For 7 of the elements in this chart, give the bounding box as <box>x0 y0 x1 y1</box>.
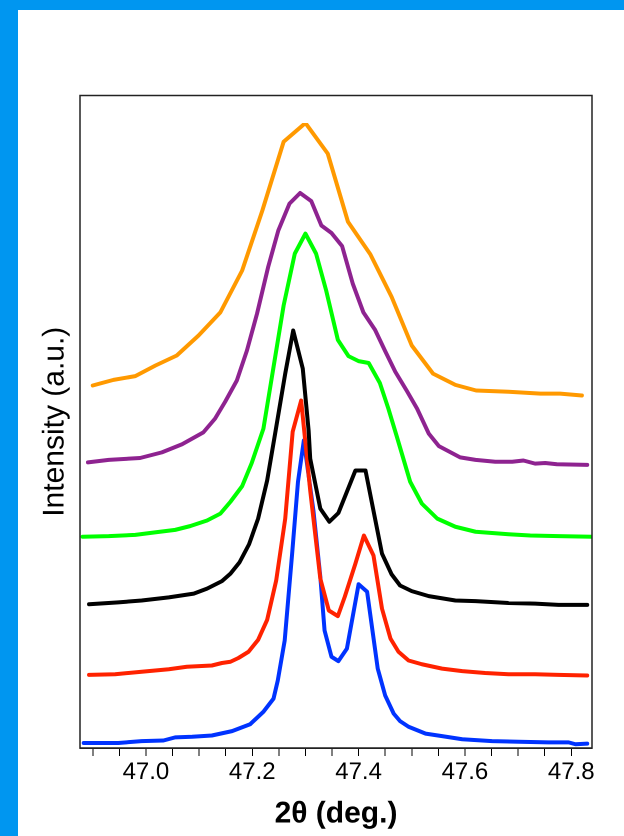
x-tick-label: 47.4 <box>335 758 382 786</box>
x-axis-title: 2θ (deg.) <box>274 796 398 830</box>
y-axis-title: Intensity (a.u.) <box>37 326 70 517</box>
x-tick-label: 47.6 <box>442 758 488 786</box>
x-tick-label: 47.2 <box>228 758 276 786</box>
x-tick-label: 47.8 <box>548 758 595 786</box>
x-tick-label: 47.0 <box>122 758 170 786</box>
